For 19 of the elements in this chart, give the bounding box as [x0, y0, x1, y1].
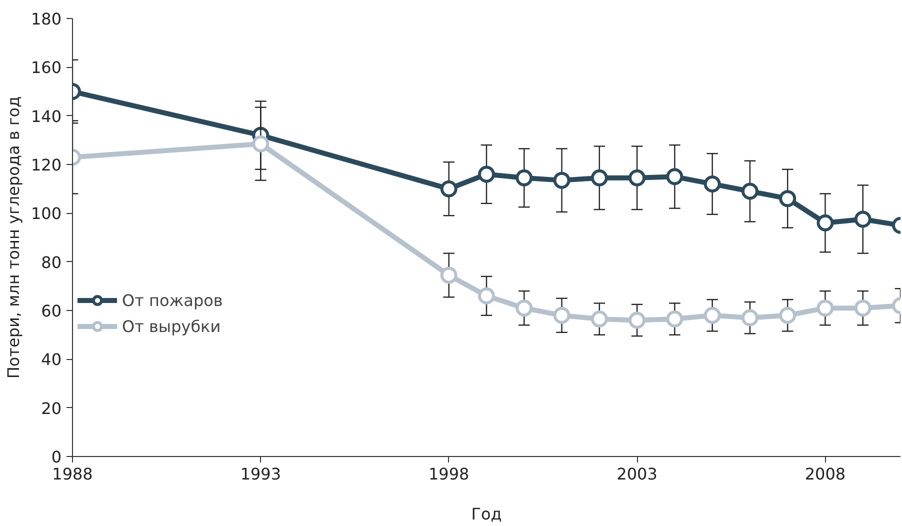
x-tick-label: 1998 — [428, 464, 470, 484]
y-tick-label: 80 — [41, 252, 62, 272]
y-tick-label: 180 — [30, 10, 62, 28]
y-tick-label: 140 — [30, 106, 62, 126]
legend-label: От пожаров — [122, 290, 223, 310]
legend-label: От вырубки — [122, 316, 221, 336]
x-tick-label: 1988 — [52, 464, 93, 484]
y-tick-label: 40 — [41, 350, 62, 370]
y-tick-label: 160 — [30, 58, 62, 78]
y-tick-label: 120 — [30, 156, 62, 174]
x-tick-label: 2008 — [804, 464, 846, 484]
y-tick-label: 20 — [41, 398, 62, 418]
y-tick-label: 0 — [51, 448, 62, 466]
y-tick-label: 60 — [41, 302, 62, 320]
x-tick-label: 1993 — [240, 464, 282, 484]
y-axis-title: Потери, млн тонн углерода в год — [4, 96, 23, 379]
x-axis-title: Год — [471, 504, 502, 524]
y-tick-label: 100 — [30, 204, 62, 224]
x-tick-label: 2003 — [616, 464, 658, 484]
